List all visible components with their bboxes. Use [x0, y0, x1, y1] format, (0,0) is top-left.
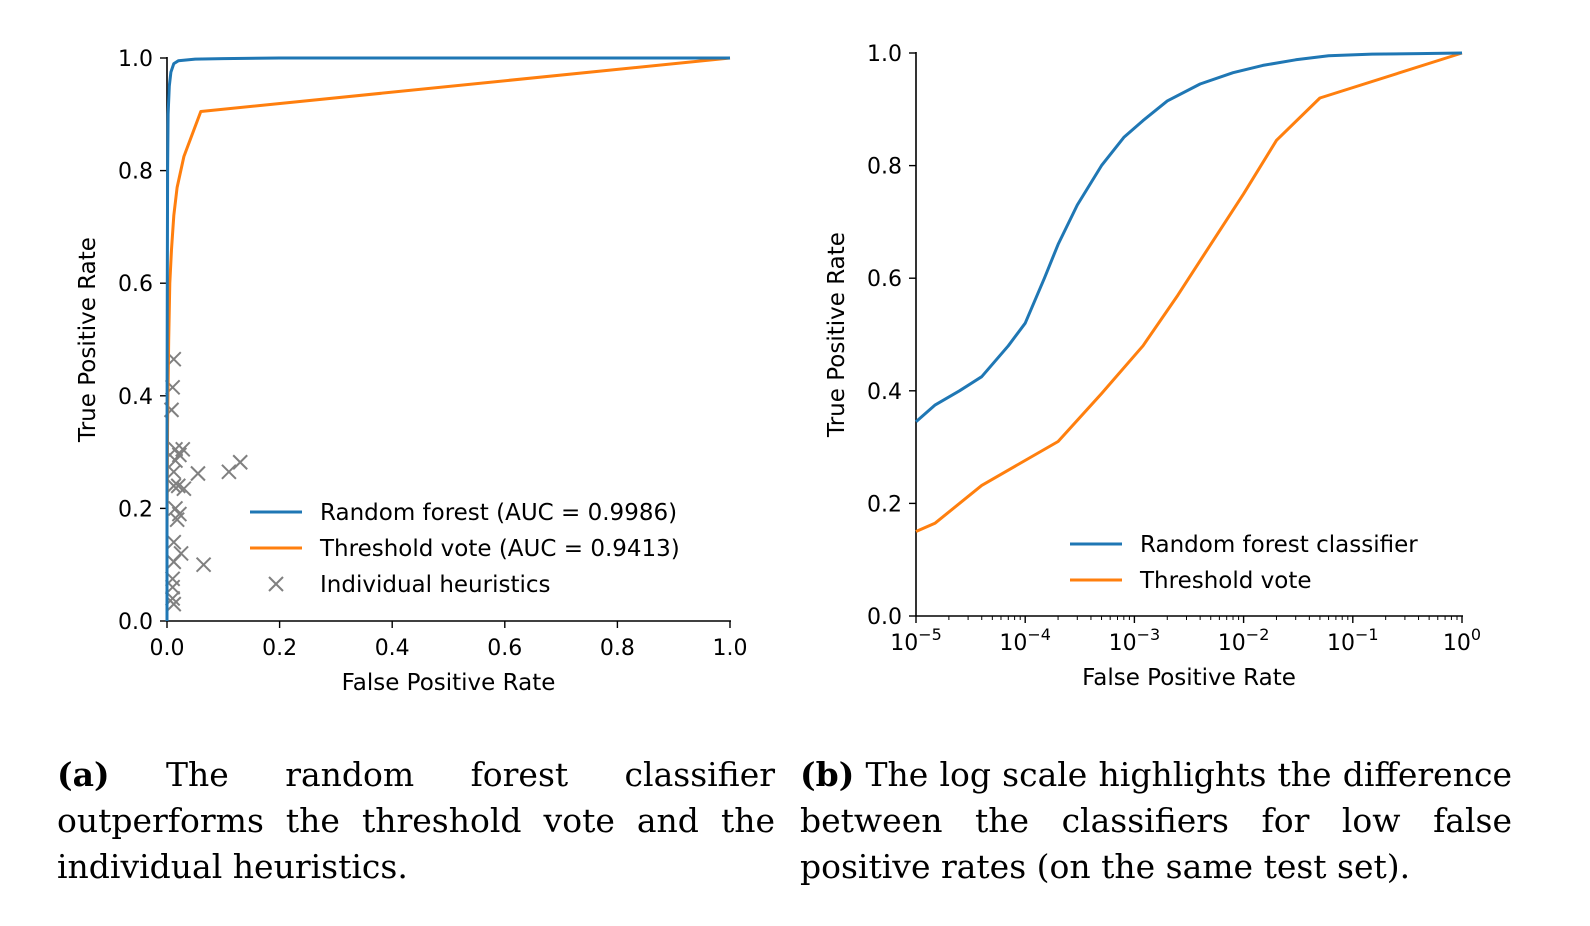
y-tick-label: 0.4 — [867, 380, 902, 405]
x-axis-label: False Positive Rate — [1082, 665, 1296, 691]
x-tick-label: 10−2 — [1218, 625, 1270, 656]
legend-entry: Individual heuristics — [320, 572, 551, 598]
x-tick-label: 10−1 — [1327, 625, 1379, 656]
heuristic-point — [166, 478, 182, 494]
series-line-0 — [915, 51, 1463, 423]
x-axis-label: False Positive Rate — [342, 670, 556, 696]
x-tick-label: 0.2 — [262, 636, 297, 661]
y-tick-label: 0.6 — [867, 267, 902, 292]
legend-entry: Random forest classifier — [1140, 532, 1418, 558]
caption-a-text: The random forest classifier outperforms… — [57, 755, 775, 886]
caption-b-text: The log scale highlights the difference … — [800, 755, 1512, 886]
plot-b-roc-log: 0.0 0.2 0.4 0.6 0.8 1.0 10−5 10−4 10−3 10−2 10−1 10… — [824, 42, 1481, 691]
x-tick-label: 0.8 — [600, 636, 635, 661]
x-tick-label: 1.0 — [713, 636, 748, 661]
legend-entry: Threshold vote — [1139, 568, 1312, 594]
y-tick-label: 0.0 — [118, 610, 153, 635]
caption-b: (b) The log scale highlights the differe… — [800, 752, 1512, 890]
heuristic-point — [232, 454, 248, 470]
caption-a: (a) The random forest classifier outperf… — [57, 752, 775, 890]
legend-swatch-x — [268, 576, 284, 592]
y-axis-label: True Positive Rate — [824, 232, 850, 438]
y-tick-label: 0.2 — [867, 492, 902, 517]
x-tick-label: 0.0 — [150, 636, 185, 661]
x-tick-label: 0.4 — [375, 636, 410, 661]
series-line-0 — [165, 56, 730, 621]
legend: Random forest (AUC = 0.9986) Threshold vo… — [250, 500, 680, 598]
y-tick-label: 0.8 — [118, 160, 153, 185]
y-tick-label: 0.4 — [118, 385, 153, 410]
y-axis-label: True Positive Rate — [75, 237, 101, 443]
x-tick-label: 10−4 — [999, 625, 1051, 656]
caption-b-label: (b) — [800, 755, 855, 794]
caption-a-label: (a) — [57, 755, 110, 794]
y-tick-label: 0.6 — [118, 272, 153, 297]
series-line-1 — [915, 51, 1463, 533]
heuristic-point — [166, 554, 182, 570]
heuristic-point — [195, 556, 212, 573]
scatter-individual-heuristics — [163, 351, 248, 612]
x-tick-label: 10−5 — [890, 625, 942, 656]
legend-entry: Threshold vote (AUC = 0.9413) — [319, 536, 680, 562]
x-tick-label: 100 — [1443, 625, 1481, 656]
y-tick-label: 0.2 — [118, 497, 153, 522]
y-tick-label: 0.0 — [867, 605, 902, 630]
heuristic-point — [166, 596, 182, 612]
heuristic-point — [166, 534, 182, 550]
x-tick-label: 0.6 — [487, 636, 522, 661]
legend: Random forest classifier Threshold vote — [1070, 532, 1418, 594]
heuristic-point — [221, 464, 237, 480]
heuristic-point — [166, 464, 182, 480]
heuristic-point — [190, 465, 206, 482]
y-tick-label: 1.0 — [118, 47, 153, 72]
y-tick-label: 0.8 — [867, 155, 902, 180]
y-tick-label: 1.0 — [867, 42, 902, 67]
plot-a-roc-linear: 0.0 0.2 0.4 0.6 0.8 1.0 0.0 0.2 0.4 0.6 0.8 1.0 Fals… — [75, 47, 748, 696]
heuristic-point — [169, 511, 185, 528]
legend-entry: Random forest (AUC = 0.9986) — [320, 500, 677, 526]
x-tick-label: 10−3 — [1109, 625, 1161, 656]
heuristic-point — [176, 480, 192, 497]
heuristic-point — [171, 506, 188, 522]
